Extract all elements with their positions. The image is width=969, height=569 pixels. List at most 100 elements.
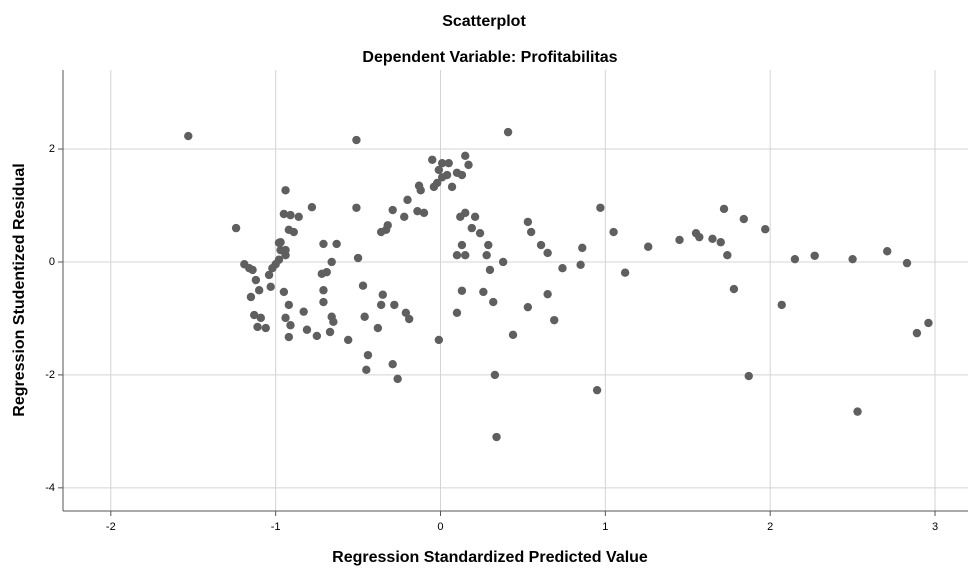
point xyxy=(352,203,361,212)
point xyxy=(457,170,467,180)
point xyxy=(461,151,470,161)
point xyxy=(429,182,439,192)
point xyxy=(401,308,411,318)
point xyxy=(558,263,567,273)
point xyxy=(378,290,387,299)
y-tick-label: 2 xyxy=(49,143,55,155)
point xyxy=(902,258,912,268)
y-tick-label: 0 xyxy=(49,256,55,268)
point xyxy=(358,281,368,290)
point xyxy=(739,214,749,224)
point xyxy=(251,275,261,285)
point xyxy=(485,265,495,275)
point xyxy=(248,265,257,275)
point xyxy=(319,297,328,307)
point xyxy=(302,325,312,334)
point xyxy=(447,182,457,192)
point xyxy=(286,210,295,220)
point xyxy=(419,208,429,218)
point xyxy=(281,186,290,195)
point xyxy=(456,212,465,222)
point xyxy=(536,240,546,250)
point xyxy=(452,251,462,260)
point xyxy=(810,251,819,260)
point xyxy=(508,330,518,340)
point xyxy=(716,238,725,247)
point xyxy=(578,243,587,253)
point xyxy=(307,203,317,212)
point xyxy=(428,155,437,164)
point xyxy=(373,323,383,333)
point xyxy=(329,317,338,327)
point xyxy=(723,251,732,260)
point xyxy=(467,223,477,233)
point xyxy=(353,253,363,263)
point xyxy=(264,270,274,280)
point xyxy=(403,195,412,205)
point xyxy=(543,248,552,258)
point xyxy=(312,331,322,341)
point xyxy=(360,312,369,321)
point xyxy=(261,323,270,333)
point xyxy=(675,235,684,245)
point xyxy=(388,359,397,369)
point xyxy=(924,318,933,328)
point xyxy=(523,217,533,227)
point xyxy=(490,370,500,380)
point xyxy=(327,257,336,267)
point xyxy=(442,170,452,180)
point xyxy=(464,160,473,170)
point xyxy=(363,350,373,360)
point xyxy=(250,310,259,320)
point xyxy=(274,238,284,247)
x-tick-label: -1 xyxy=(271,521,281,533)
point xyxy=(526,227,536,237)
x-tick-label: 0 xyxy=(437,521,443,533)
point xyxy=(620,268,630,277)
y-tick-label: -4 xyxy=(45,482,55,494)
point xyxy=(482,251,491,260)
point xyxy=(550,315,559,325)
point xyxy=(479,287,488,297)
point xyxy=(729,284,739,294)
point xyxy=(284,225,294,234)
point xyxy=(576,260,585,270)
point xyxy=(444,158,453,168)
point xyxy=(299,307,308,316)
point xyxy=(644,242,653,251)
point xyxy=(281,313,290,323)
point xyxy=(912,328,922,338)
point xyxy=(332,239,341,249)
point xyxy=(695,232,704,242)
chart-title: Scatterplot xyxy=(442,13,526,30)
point xyxy=(253,322,262,332)
point xyxy=(777,300,786,310)
point xyxy=(268,263,277,273)
point xyxy=(475,228,485,238)
point xyxy=(390,300,399,310)
chart-subtitle: Dependent Variable: Profitabilitas xyxy=(362,49,617,66)
point xyxy=(484,240,493,250)
point xyxy=(319,239,328,249)
x-axis-label: Regression Standardized Predicted Value xyxy=(332,549,648,566)
point xyxy=(413,206,422,216)
point xyxy=(592,385,602,395)
point xyxy=(266,282,275,292)
point xyxy=(452,308,462,318)
point xyxy=(498,257,508,267)
point xyxy=(744,371,753,381)
point xyxy=(457,240,467,250)
point xyxy=(184,131,193,141)
x-tick-label: 3 xyxy=(932,521,938,533)
point xyxy=(848,254,857,264)
point xyxy=(388,205,397,215)
point xyxy=(523,302,533,312)
y-axis-label: Regression Studentized Residual xyxy=(11,163,28,416)
x-tick-label: 2 xyxy=(767,521,773,533)
point xyxy=(543,289,552,299)
point xyxy=(317,269,327,279)
point xyxy=(284,332,294,342)
point xyxy=(470,212,480,222)
point xyxy=(231,223,241,233)
y-tick-label: -2 xyxy=(45,369,55,381)
